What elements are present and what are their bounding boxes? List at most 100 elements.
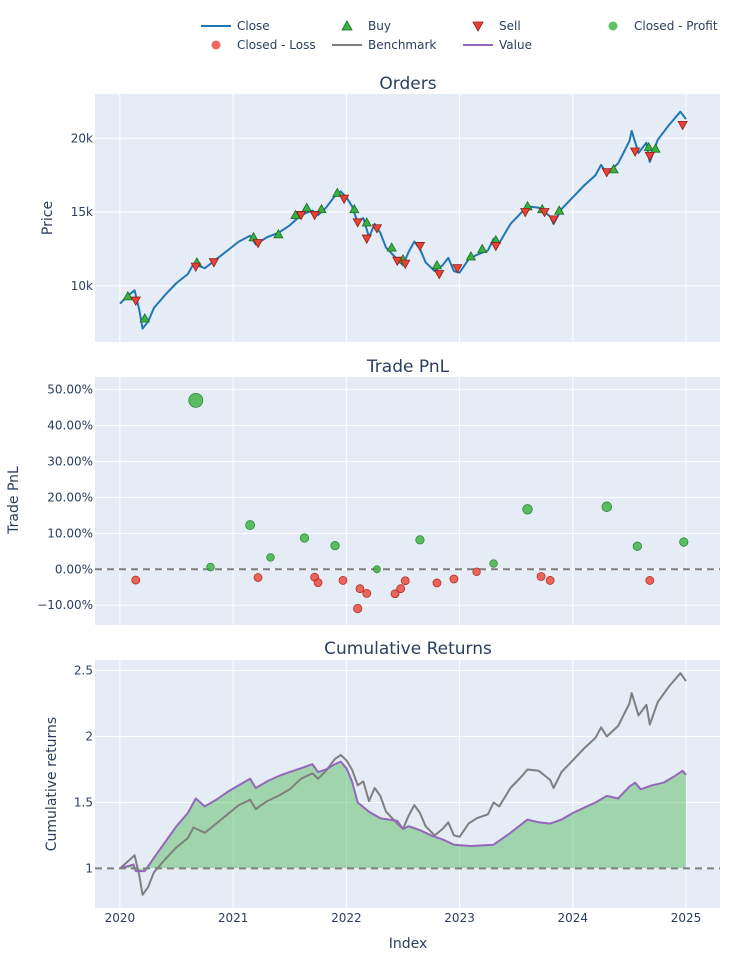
legend-item-value[interactable]: Value [463, 38, 532, 52]
y-tick-label: −10.00% [37, 598, 93, 612]
sell-marker[interactable] [677, 121, 688, 131]
cumulative-returns-plot-area[interactable] [95, 660, 720, 908]
buy-marker[interactable] [349, 203, 360, 214]
sell-marker[interactable] [400, 259, 411, 270]
y-tick-label: 10k [71, 279, 93, 293]
closed-profit-marker[interactable] [415, 535, 425, 545]
value-fill-area [119, 761, 686, 872]
closed-profit-marker[interactable] [679, 537, 689, 547]
closed-profit-marker[interactable] [373, 565, 381, 574]
closed-loss-marker[interactable] [545, 576, 555, 585]
buy-marker[interactable] [316, 203, 327, 214]
closed-profit-marker[interactable] [522, 504, 533, 515]
sell-marker[interactable] [414, 242, 426, 252]
sell-marker[interactable] [295, 211, 307, 221]
buy-marker[interactable] [361, 217, 372, 227]
sell-marker[interactable] [352, 218, 363, 228]
sell-marker[interactable] [629, 147, 641, 157]
buy-marker[interactable] [290, 209, 301, 220]
sell-marker[interactable] [309, 211, 320, 221]
closed-profit-marker[interactable] [632, 541, 642, 551]
buy-marker[interactable] [431, 259, 443, 270]
cumulative-returns-ylabel: Cumulative returns [44, 717, 60, 851]
x-axis-ticks: 2020 2021 2022 2023 2024 2025 [105, 911, 702, 925]
y-tick-label: 15k [71, 205, 93, 219]
sell-marker[interactable] [520, 208, 531, 218]
legend-label: Close [237, 19, 270, 33]
closed-loss-marker[interactable] [432, 578, 442, 588]
buy-marker[interactable] [139, 313, 150, 323]
buy-marker[interactable] [122, 290, 134, 301]
x-tick-label: 2023 [444, 911, 475, 925]
sell-marker[interactable] [539, 208, 550, 218]
buy-marker[interactable] [301, 202, 312, 212]
y-tick-label: 1.5 [74, 795, 93, 809]
legend-item-sell[interactable]: Sell [472, 19, 521, 33]
legend-item-close[interactable]: Close [201, 19, 270, 33]
closed-profit-marker[interactable] [489, 559, 498, 568]
sell-marker[interactable] [452, 264, 463, 274]
buy-marker[interactable] [248, 231, 259, 242]
sell-marker[interactable] [548, 215, 559, 225]
sell-marker[interactable] [190, 262, 201, 273]
legend-item-closed-profit[interactable]: Closed - Profit [608, 19, 718, 33]
closed-loss-marker[interactable] [396, 584, 406, 594]
orders-plot-area[interactable] [95, 94, 720, 342]
sell-marker[interactable] [361, 234, 372, 244]
legend-circle-swatch [211, 40, 221, 50]
closed-loss-marker[interactable] [313, 578, 323, 587]
sell-marker[interactable] [392, 256, 403, 267]
closed-profit-marker[interactable] [299, 533, 310, 543]
closed-loss-marker[interactable] [645, 576, 655, 585]
buy-marker[interactable] [477, 243, 488, 254]
buy-marker[interactable] [332, 187, 343, 197]
x-tick-label: 2022 [331, 911, 362, 925]
buy-marker[interactable] [650, 143, 661, 153]
closed-loss-marker[interactable] [449, 574, 459, 584]
closed-loss-marker[interactable] [362, 588, 372, 598]
sell-marker[interactable] [130, 296, 141, 306]
closed-profit-marker[interactable] [330, 540, 340, 551]
x-tick-label: 2024 [558, 911, 589, 925]
sell-marker[interactable] [434, 270, 445, 280]
legend-circle-swatch [608, 21, 618, 31]
closed-loss-marker[interactable] [536, 572, 546, 581]
trade-pnl-plot-area[interactable] [95, 377, 720, 625]
sell-marker[interactable] [490, 242, 501, 252]
closed-loss-marker[interactable] [131, 575, 141, 585]
x-axis-label: Index [389, 936, 428, 952]
buy-marker[interactable] [554, 205, 565, 215]
closed-loss-marker[interactable] [472, 567, 481, 577]
legend-item-closed-loss[interactable]: Closed - Loss [211, 38, 316, 52]
buy-marker[interactable] [465, 251, 477, 261]
sell-marker[interactable] [644, 151, 655, 162]
closed-profit-marker[interactable] [245, 520, 256, 530]
legend-buy-swatch [341, 20, 353, 31]
closed-loss-marker[interactable] [338, 576, 348, 585]
sell-marker[interactable] [252, 239, 264, 249]
closed-loss-marker[interactable] [253, 573, 263, 582]
closed-loss-marker[interactable] [355, 584, 365, 594]
sell-marker[interactable] [338, 194, 350, 205]
sell-marker[interactable] [371, 224, 383, 234]
buy-marker[interactable] [643, 141, 654, 152]
buy-marker[interactable] [273, 228, 284, 239]
legend-item-benchmark[interactable]: Benchmark [332, 38, 436, 52]
y-tick-label: 40.00% [47, 419, 93, 433]
y-tick-label: 10.00% [47, 526, 93, 540]
closed-profit-marker[interactable] [601, 501, 612, 512]
legend[interactable]: Close Closed - Loss Benchmark Buy Value Sell C… [201, 19, 718, 52]
closed-profit-marker[interactable] [206, 562, 215, 572]
y-tick-label: 2.5 [74, 664, 93, 678]
closed-loss-marker[interactable] [353, 603, 363, 614]
sell-marker[interactable] [601, 168, 612, 178]
orders-ylabel: Price [40, 201, 56, 235]
sell-marker[interactable] [208, 258, 220, 268]
legend-item-buy[interactable]: Buy [341, 19, 391, 33]
closed-loss-marker[interactable] [400, 576, 410, 586]
buy-marker[interactable] [386, 242, 397, 252]
closed-loss-marker[interactable] [390, 589, 400, 599]
closed-profit-marker[interactable] [188, 392, 204, 408]
closed-profit-marker[interactable] [266, 553, 275, 562]
